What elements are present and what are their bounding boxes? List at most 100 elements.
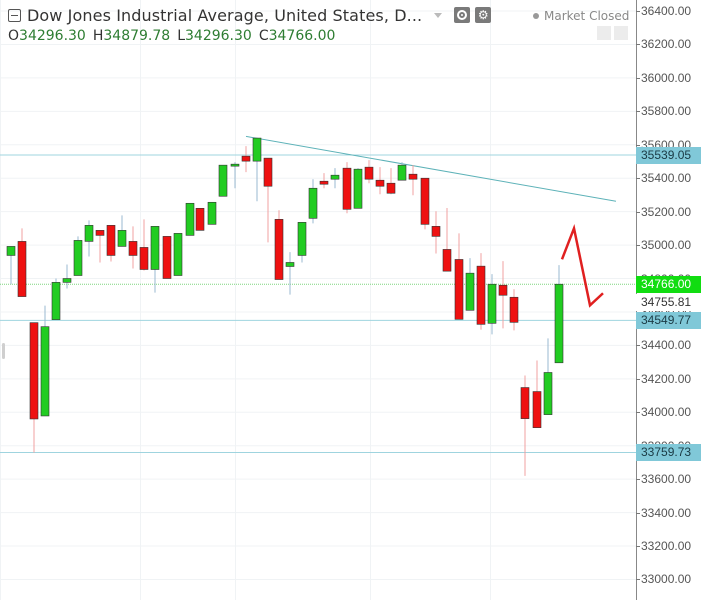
ohlc-low: L34296.30	[177, 28, 252, 44]
candle-up	[285, 262, 295, 267]
candle-down	[509, 296, 519, 323]
candle-up	[252, 137, 262, 162]
low-value: 34296.30	[185, 28, 252, 44]
candle-down	[442, 249, 452, 272]
candle-up	[230, 163, 240, 167]
market-status: Market Closed	[533, 9, 629, 23]
price-axis-label: 34000.00	[641, 405, 692, 420]
candle-down	[342, 167, 352, 210]
candle-down	[263, 157, 273, 187]
candle-up	[554, 283, 564, 364]
axis-tick	[636, 111, 640, 113]
candle-up	[51, 282, 61, 320]
candle-down	[241, 155, 251, 162]
open-value: 34296.30	[19, 28, 86, 44]
axis-tick	[636, 345, 640, 347]
collapse-icon[interactable]	[8, 8, 21, 22]
axis-tick	[636, 512, 640, 514]
axis-tick	[636, 245, 640, 247]
candle-up	[308, 187, 318, 219]
open-key: O	[8, 28, 20, 44]
axis-tick	[636, 44, 640, 46]
candle-down	[95, 230, 105, 236]
candle-down	[274, 219, 284, 280]
high-key: H	[92, 28, 104, 44]
candle-up	[150, 226, 160, 270]
candle-up	[218, 164, 228, 197]
axis-tick	[636, 479, 640, 481]
price-axis-label: 34400.00	[641, 338, 692, 353]
price-axis-label: 33000.00	[641, 572, 692, 587]
candle-up	[84, 225, 94, 242]
candle-up	[73, 240, 83, 276]
axis-tick	[636, 178, 640, 180]
eye-icon[interactable]	[454, 7, 471, 23]
gear-icon[interactable]: ⚙	[475, 7, 492, 23]
pane-buttons	[594, 26, 628, 40]
close-value: 34766.00	[268, 28, 336, 44]
candle-down	[386, 182, 396, 194]
maximize-icon[interactable]	[614, 26, 628, 40]
axis-tick	[636, 579, 640, 581]
close-key: C	[258, 28, 269, 44]
candle-down	[431, 226, 441, 237]
candle-up	[185, 202, 195, 236]
candle-down	[128, 241, 138, 256]
axis-tick	[636, 144, 640, 146]
price-axis-label: 36400.00	[641, 4, 692, 18]
price-axis-label: 35000.00	[641, 238, 692, 253]
price-axis-label: 33600.00	[641, 472, 692, 487]
candle-down	[498, 284, 508, 296]
candle-down	[520, 387, 530, 419]
candle-up	[207, 201, 217, 225]
ohlc-close: C34766.00	[259, 28, 336, 44]
symbol-title[interactable]: Dow Jones Industrial Average, United Sta…	[27, 5, 423, 25]
price-axis-label: 35200.00	[641, 204, 692, 219]
candle-down	[195, 207, 205, 231]
last-price-tag: 34766.00	[636, 276, 701, 294]
candle-down	[532, 391, 542, 428]
candle-down	[420, 177, 430, 225]
candle-down	[476, 265, 486, 325]
price-label: 34755.81	[636, 293, 701, 311]
candle-down	[29, 322, 39, 420]
candle-up	[465, 272, 475, 311]
candle-down	[106, 225, 116, 256]
candle-up	[353, 168, 363, 209]
chart-legend: Dow Jones Industrial Average, United Sta…	[8, 4, 492, 44]
axis-tick	[636, 77, 640, 79]
candle-down	[408, 173, 418, 180]
candle-down	[375, 179, 385, 187]
price-axis-label: 33400.00	[641, 505, 692, 520]
axis-tick	[636, 378, 640, 380]
candle-down	[17, 241, 27, 297]
candle-down	[364, 166, 374, 180]
axis-tick	[636, 11, 640, 12]
title-row: Dow Jones Industrial Average, United Sta…	[8, 4, 492, 26]
ohlc-open: O34296.30	[8, 28, 86, 44]
candle-up	[40, 326, 50, 417]
price-axis-label: 33200.00	[641, 539, 692, 554]
dropdown-icon[interactable]	[434, 12, 443, 18]
market-status-label: Market Closed	[544, 9, 630, 23]
price-axis-label: 36000.00	[641, 70, 692, 85]
candle-up	[117, 230, 127, 247]
level-price-tag: 35539.05	[636, 146, 701, 164]
candle-down	[139, 247, 149, 270]
zigzag-drawing	[560, 223, 604, 308]
candle-up	[543, 372, 553, 415]
axis-tick	[636, 412, 640, 414]
candle-up	[62, 278, 72, 283]
price-axis-label: 35800.00	[641, 104, 692, 119]
ohlc-high: H34879.78	[93, 28, 170, 44]
ohlc-values: O34296.30 H34879.78 L34296.30 C34766.00	[8, 28, 491, 44]
price-axis-label: 35400.00	[641, 171, 692, 186]
candle-up	[330, 174, 340, 180]
scroll-down-icon[interactable]	[597, 26, 611, 40]
low-key: L	[177, 28, 185, 44]
left-scroll-handle[interactable]	[2, 343, 5, 359]
candle-up	[297, 222, 307, 256]
axis-tick	[636, 546, 640, 548]
